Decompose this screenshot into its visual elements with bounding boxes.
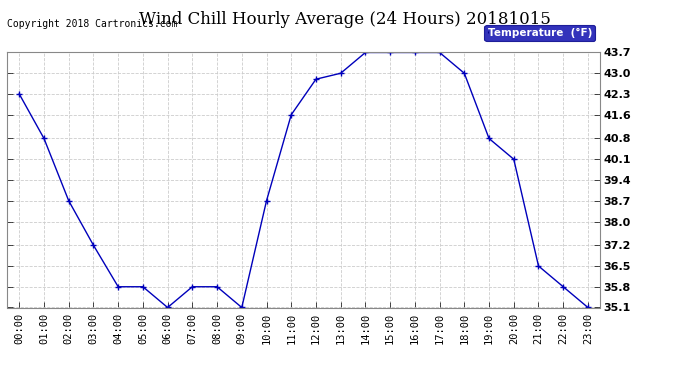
- Text: Wind Chill Hourly Average (24 Hours) 20181015: Wind Chill Hourly Average (24 Hours) 201…: [139, 11, 551, 28]
- Text: Copyright 2018 Cartronics.com: Copyright 2018 Cartronics.com: [7, 20, 177, 29]
- Legend: Temperature  (°F): Temperature (°F): [484, 24, 595, 41]
